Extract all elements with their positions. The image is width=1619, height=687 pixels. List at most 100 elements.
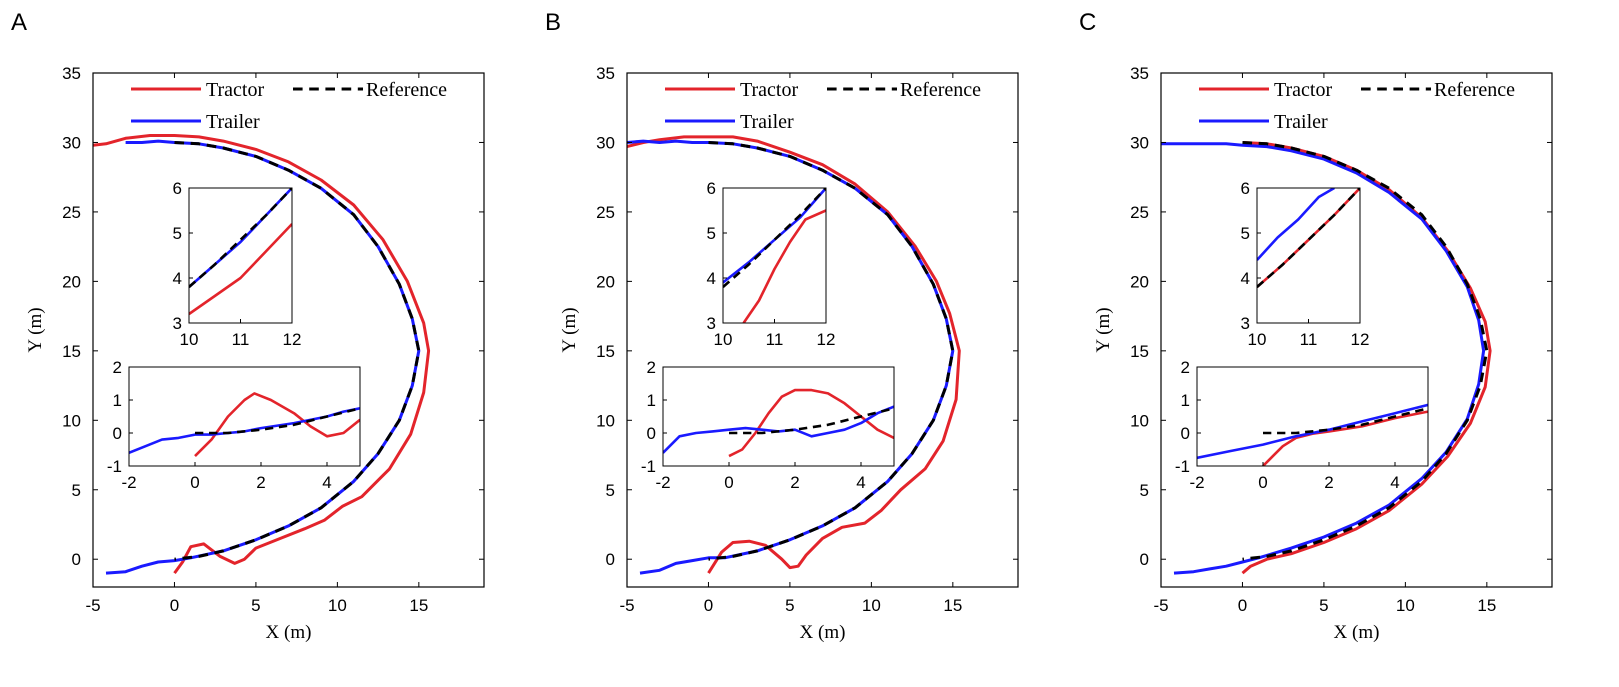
x-axis-label: X (m) [1334, 622, 1380, 643]
inset-frame [1196, 366, 1429, 467]
x-tick-label: 10 [328, 596, 347, 615]
inset-y-tick-label: 4 [707, 269, 716, 288]
plot-frame [1160, 72, 1553, 588]
inset-y-tick-label: 4 [1241, 269, 1250, 288]
legend-label-reference: Reference [366, 79, 447, 101]
y-tick-label: 10 [596, 411, 615, 430]
x-tick-label: 5 [785, 596, 794, 615]
y-tick-label: 25 [596, 203, 615, 222]
inset-x-tick-label: 12 [1351, 330, 1370, 349]
y-tick-label: 5 [1140, 481, 1149, 500]
legend: Tractor Reference Trailer [1199, 79, 1515, 133]
inset-x-tick-label: 10 [1248, 330, 1267, 349]
y-tick-label: 35 [596, 64, 615, 83]
inset-y-tick-label: 1 [1181, 391, 1190, 410]
inset-background [663, 367, 894, 466]
inset-y-tick-label: -1 [107, 457, 122, 476]
x-tick-label: 5 [251, 596, 260, 615]
y-tick-label: 35 [62, 64, 81, 83]
inset-x-tick-label: 4 [322, 473, 331, 492]
inset-series-line-reference [1257, 188, 1360, 288]
inset-y-tick-label: 5 [173, 224, 182, 243]
inset-x-tick-label: 11 [766, 330, 784, 349]
inset-series-line-trailer [1257, 188, 1335, 261]
inset-y-tick-label: 2 [647, 358, 656, 377]
inset-y-tick-label: 2 [1181, 358, 1190, 377]
series-line-tractor [92, 134, 431, 574]
inset-x-tick-label: 11 [232, 330, 250, 349]
inset-x-tick-label: 10 [714, 330, 733, 349]
y-tick-label: 20 [62, 272, 81, 291]
y-tick-label: 15 [596, 342, 615, 361]
legend-label-reference: Reference [900, 79, 981, 101]
plot-frame [626, 72, 1019, 588]
inset-x-tick-label: 4 [1390, 473, 1399, 492]
y-tick-label: 10 [1130, 411, 1149, 430]
legend-label-tractor: Tractor [206, 79, 264, 101]
inset-x-tick-label: 2 [790, 473, 799, 492]
x-axis-label: X (m) [800, 622, 846, 643]
inset-x-tick-label: 4 [856, 473, 865, 492]
y-tick-label: 0 [72, 550, 81, 569]
y-tick-label: 0 [1140, 550, 1149, 569]
legend-label-trailer: Trailer [740, 111, 794, 133]
inset-x-tick-label: 11 [1300, 330, 1318, 349]
series-line-trailer [1161, 142, 1486, 575]
inset-y-tick-label: -1 [1175, 457, 1190, 476]
inset-x-tick-label: -2 [1189, 473, 1204, 492]
inset-series-line-tractor [189, 223, 292, 316]
inset-y-tick-label: 3 [1241, 314, 1250, 333]
inset-x-tick-label: 2 [256, 473, 265, 492]
inset-y-tick-label: 0 [113, 424, 122, 443]
inset-frame [128, 366, 361, 467]
y-tick-label: 30 [62, 133, 81, 152]
y-tick-label: 20 [1130, 272, 1149, 291]
plot-frame [92, 72, 485, 588]
series-line-reference [708, 141, 955, 561]
inset-y-tick-label: 3 [173, 314, 182, 333]
x-tick-label: -5 [1153, 596, 1168, 615]
inset-x-tick-label: 0 [1258, 473, 1267, 492]
inset-series-line-trailer [1197, 403, 1428, 460]
x-tick-label: 5 [1319, 596, 1328, 615]
x-tick-label: 15 [943, 596, 962, 615]
inset-x-tick-label: 12 [283, 330, 302, 349]
series-line-reference [1242, 141, 1489, 561]
inset-2: -2 0 2 4 -1 0 1 2 [1175, 358, 1429, 492]
inset-series-line-tractor [742, 209, 826, 323]
inset-x-tick-label: 0 [724, 473, 733, 492]
inset-y-tick-label: 5 [1241, 224, 1250, 243]
inset-x-tick-label: 0 [190, 473, 199, 492]
x-tick-label: 0 [170, 596, 179, 615]
inset-series-line-reference [189, 188, 292, 288]
inset-x-tick-label: 12 [817, 330, 836, 349]
y-tick-label: 5 [72, 481, 81, 500]
legend: Tractor Reference Trailer [131, 79, 447, 133]
y-tick-label: 30 [1130, 133, 1149, 152]
inset-y-tick-label: 3 [707, 314, 716, 333]
y-axis-label: Y (m) [1093, 307, 1114, 352]
inset-y-tick-label: 6 [707, 179, 716, 198]
series-line-reference [174, 141, 421, 561]
inset-1: 10 11 12 3 4 5 6 [707, 179, 836, 349]
x-tick-label: 15 [409, 596, 428, 615]
legend-label-tractor: Tractor [1274, 79, 1332, 101]
x-tick-label: 0 [1238, 596, 1247, 615]
inset-1: 10 11 12 3 4 5 6 [173, 179, 302, 349]
panel-letter: C [1079, 9, 1096, 36]
inset-y-tick-label: 0 [1181, 424, 1190, 443]
inset-series-line-tractor [194, 392, 360, 458]
inset-y-tick-label: 5 [707, 224, 716, 243]
y-tick-label: 15 [1130, 342, 1149, 361]
inset-2: -2 0 2 4 -1 0 1 2 [641, 358, 895, 492]
inset-y-tick-label: 1 [647, 391, 656, 410]
legend-label-reference: Reference [1434, 79, 1515, 101]
inset-frame [662, 366, 895, 467]
inset-y-tick-label: 1 [113, 391, 122, 410]
x-tick-label: 15 [1477, 596, 1496, 615]
inset-2: -2 0 2 4 -1 0 1 2 [107, 358, 361, 492]
